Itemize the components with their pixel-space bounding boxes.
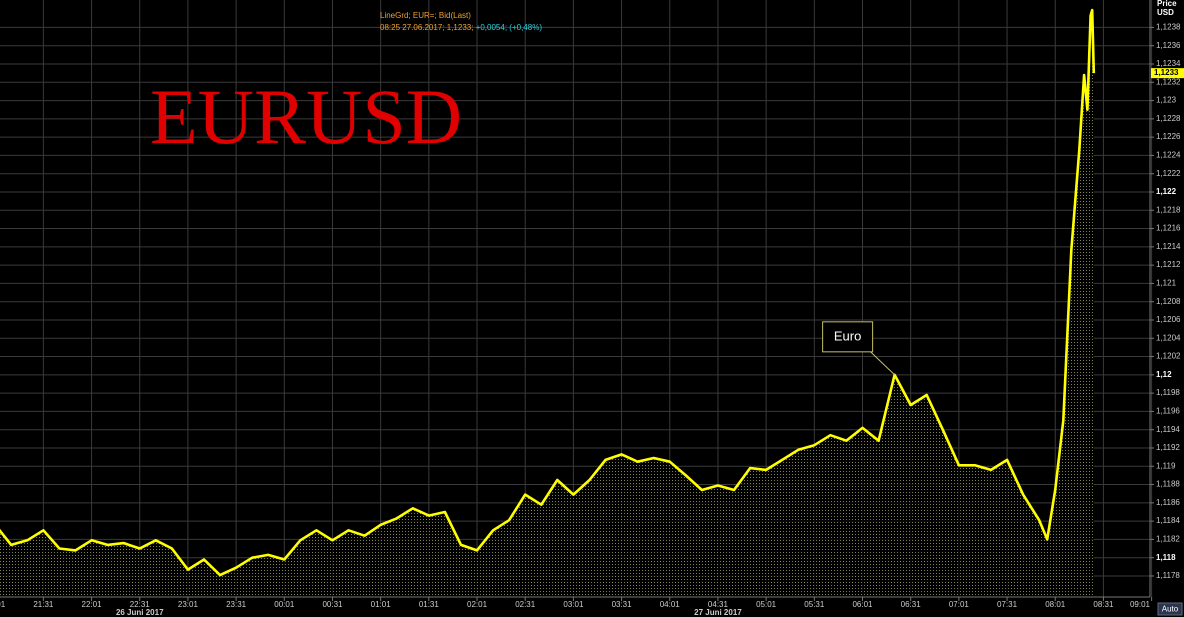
x-tick-label: 06:01: [852, 600, 873, 609]
y-tick-label: 1,118: [1156, 553, 1176, 562]
auto-button[interactable]: [1157, 602, 1183, 616]
x-tick-label: 21:31: [33, 600, 54, 609]
header: LineGrd; EUR=; Bid(Last): [380, 11, 471, 20]
x-tick-label: 23:31: [226, 600, 247, 609]
annotation-box: [822, 321, 874, 353]
x-tick-label: 00:01: [274, 600, 295, 609]
x-tick-label: 21:01: [0, 600, 6, 609]
x-tick-label: 00:31: [322, 600, 343, 609]
y-tick-label: 1,1192: [1156, 443, 1180, 452]
area: [0, 10, 1094, 597]
x-tick-label: 08:01: [1045, 600, 1066, 609]
y-tick-label: 1,1218: [1156, 205, 1181, 214]
x-tick-label: 04:01: [660, 600, 681, 609]
last-price-label: 1,1233: [1154, 68, 1179, 77]
x-tick-label: 07:31: [997, 600, 1018, 609]
status-percent: (+0,48%): [509, 23, 542, 32]
x-tick-label: 23:01: [178, 600, 199, 609]
y-tick-label: 1,1222: [1156, 169, 1181, 178]
y-tick-label: 1,1236: [1156, 41, 1181, 50]
y-tick-label: 1,1198: [1156, 388, 1180, 397]
x-tick-label: 09:01: [1130, 600, 1151, 609]
y-tick-label: 1,12: [1156, 370, 1172, 379]
x-tick-label: 02:01: [467, 600, 488, 609]
grid: [0, 0, 1153, 597]
y-tick-label: 1,1184: [1156, 516, 1180, 525]
y-axis-title: Price: [1157, 0, 1177, 8]
x-tick-label: 01:01: [371, 600, 392, 609]
y-tick-label: 1,1182: [1156, 535, 1180, 544]
y-tick-label: 1,1216: [1156, 224, 1181, 233]
y-tick-label: 1,1212: [1156, 260, 1181, 269]
status-change: +0,0054;: [476, 23, 507, 32]
status: 08:25 27.06.2017; 1,1233; +0,0054; (+0,4…: [380, 23, 542, 32]
x-tick-label: 05:31: [804, 600, 825, 609]
x-tick-label: 22:01: [82, 600, 103, 609]
y-tick-label: 1,121: [1156, 279, 1177, 288]
x-tick-label: 02:31: [515, 600, 536, 609]
y-tick-label: 1,1224: [1156, 151, 1181, 160]
x-tick-label: 07:01: [949, 600, 970, 609]
y-tick-label: 1,123: [1156, 96, 1177, 105]
x-tick-label: 08:31: [1093, 600, 1114, 609]
y-tick-label: 1,1196: [1156, 407, 1180, 416]
y-tick-label: 1,122: [1156, 187, 1177, 196]
y-tick-label: 1,1234: [1156, 59, 1181, 68]
plot: [0, 8, 1096, 597]
y-tick-label: 1,1238: [1156, 23, 1181, 32]
date-label: 26 Juni 2017: [116, 608, 164, 617]
status-time: 08:25 27.06.2017;: [380, 23, 445, 32]
x-tick-label: 06:31: [901, 600, 922, 609]
y-tick-label: 1,1178: [1156, 571, 1180, 580]
annotation-leader: [870, 351, 895, 376]
y-tick-label: 1,1202: [1156, 352, 1181, 361]
y-tick-label: 1,1186: [1156, 498, 1180, 507]
y-tick-label: 1,119: [1156, 461, 1176, 470]
y-tick-label: 1,1208: [1156, 297, 1181, 306]
x-tick-label: 03:31: [612, 600, 633, 609]
y-tick-label: 1,1194: [1156, 425, 1180, 434]
x-tick-label: 01:31: [419, 600, 440, 609]
annotation-label: Euro: [834, 328, 861, 343]
chart-title: EURUSD: [150, 73, 462, 160]
y-axis-title: USD: [1157, 8, 1174, 17]
y-tick-label: 1,1206: [1156, 315, 1181, 324]
date-label: 27 Juni 2017: [694, 608, 742, 617]
x-tick-label: 22:31: [130, 600, 151, 609]
status-price: 1,1233;: [447, 23, 474, 32]
x-tick-label: 05:01: [756, 600, 777, 609]
y-tick-label: 1,1204: [1156, 333, 1181, 342]
y-tick-label: 1,1228: [1156, 114, 1181, 123]
y-tick-label: 1,1232: [1156, 77, 1181, 86]
y-tick-label: 1,1188: [1156, 480, 1180, 489]
x-tick-label: 03:01: [563, 600, 584, 609]
auto-button-label[interactable]: Auto: [1162, 605, 1179, 614]
y-tick-label: 1,1214: [1156, 242, 1181, 251]
y-tick-label: 1,1226: [1156, 132, 1181, 141]
x-tick-label: 04:31: [708, 600, 729, 609]
last-price-box: [1151, 68, 1184, 79]
price-line: [0, 8, 1096, 577]
